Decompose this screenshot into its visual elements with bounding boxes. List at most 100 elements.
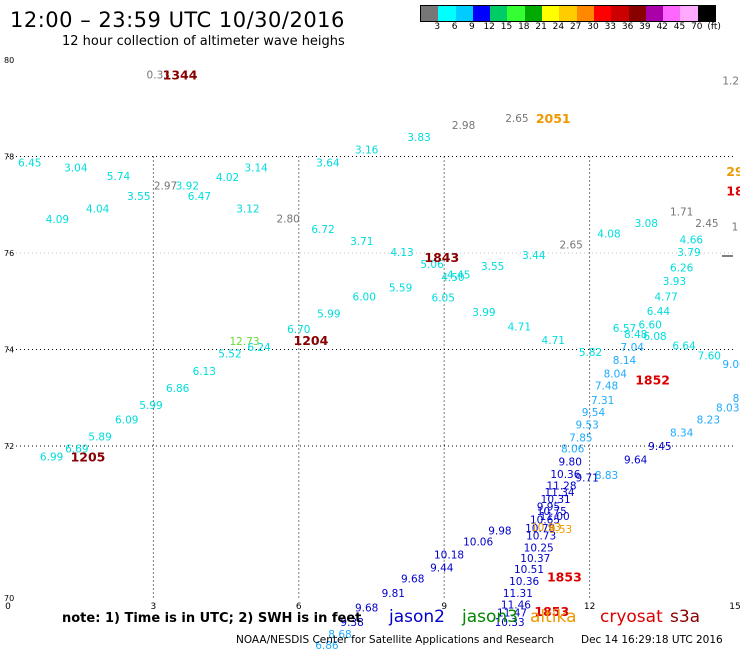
legend-cryosat: cryosat (600, 607, 663, 627)
track-time-label: 1205 (71, 450, 106, 465)
color-swatch (593, 6, 612, 21)
wave-height-label: 8.03 (716, 402, 739, 414)
track-time-label: 1204 (294, 333, 329, 348)
wave-height-label: 8.83 (595, 470, 618, 482)
track-time-label: 1853 (547, 569, 582, 584)
wave-height-label: 10.36 (550, 469, 580, 481)
wave-height-label: 10.18 (434, 550, 464, 562)
color-scale-label: 27 (569, 22, 582, 32)
color-swatch (576, 6, 594, 21)
color-swatch (663, 6, 681, 21)
wave-height-label: 9.53 (549, 524, 572, 536)
track-time-label: 1843 (424, 250, 459, 265)
wave-height-label: 6.24 (247, 342, 271, 354)
wave-height-label: 0.33 (147, 69, 170, 81)
wave-height-label: 5.99 (139, 400, 162, 412)
wave-height-label: 4.09 (46, 214, 69, 226)
wave-height-label: 5.52 (218, 348, 241, 360)
wave-height-label: 6.86 (315, 640, 339, 650)
y-tick-label: 78 (4, 153, 14, 162)
wave-height-label: 3.12 (236, 204, 259, 216)
wave-height-label: 5.89 (88, 431, 111, 443)
wave-height-label: 4.50 (441, 272, 464, 284)
wave-height-label: 9.44 (430, 563, 454, 575)
wave-height-label: 6.69 (65, 443, 88, 455)
wave-height-label: 6.99 (40, 452, 63, 464)
track-time-label: 1853 (534, 604, 569, 619)
color-swatch (559, 6, 577, 21)
wave-height-label: 4.02 (216, 172, 239, 184)
wave-height-label: 10.78 (525, 523, 555, 535)
wave-height-label: 3.16 (355, 144, 379, 156)
wave-height-label: 9.71 (575, 472, 598, 484)
wave-height-label: 9.64 (624, 455, 648, 467)
track-time-label: 29 (726, 164, 740, 179)
track-time-label: 2051 (536, 111, 571, 126)
color-scale-bar (420, 5, 717, 22)
wave-height-label: 10.51 (514, 564, 544, 576)
color-scale-label: (ft) (707, 22, 721, 32)
color-scale-label: 42 (656, 22, 668, 32)
wave-height-label: 3.79 (677, 247, 700, 259)
wave-height-label: 3.44 (522, 250, 546, 262)
color-scale-labels: 3 6 9 12 15 18 21 24 27 30 33 36 39 42 45 70 (ft) (420, 22, 740, 34)
color-swatch (455, 6, 473, 21)
wave-height-label: 3.92 (176, 180, 199, 192)
wave-height-label: 4.13 (390, 247, 413, 259)
color-swatch (507, 6, 525, 21)
wave-height-label: 7.85 (569, 432, 592, 444)
wave-height-label: 10.75 (537, 506, 567, 518)
wave-height-label: 10.06 (463, 537, 493, 549)
wave-height-label: 9.06 (722, 359, 740, 371)
color-scale-label: 21 (535, 22, 547, 32)
track-time-label: 18 (726, 183, 740, 198)
color-swatch (542, 6, 560, 21)
wave-height-label: 8.68 (328, 629, 351, 641)
wave-height-label: 11.00 (540, 511, 570, 523)
wave-height-label: 3.64 (316, 157, 340, 169)
lat-lon-grid (8, 156, 735, 598)
wave-height-label: 6.57 (613, 323, 636, 335)
color-scale-label: 30 (587, 22, 599, 32)
color-scale-label: 15 (500, 22, 513, 32)
color-swatch (490, 6, 508, 21)
wave-height-label: 7.04 (621, 342, 645, 354)
map-title: 12:00 – 23:59 UTC 10/30/2016 (10, 8, 345, 32)
wave-height-label: 9.45 (648, 441, 671, 453)
legend-altika: altika (530, 607, 577, 627)
wave-height-label: 5.59 (389, 283, 412, 295)
color-scale-label: 6 (451, 22, 458, 32)
wave-height-label: 8.14 (613, 355, 637, 367)
wave-height-label: 6.45 (18, 157, 41, 169)
wave-height-label: 2.97 (154, 180, 177, 192)
color-swatch (421, 6, 439, 21)
wave-height-label: 8.04 (604, 369, 628, 381)
wave-height-label: 11.47 (497, 607, 527, 619)
y-tick-label: 74 (4, 346, 14, 355)
x-tick-label: 0 (5, 602, 11, 612)
color-swatch (611, 6, 629, 21)
wave-height-label: 8.06 (561, 443, 585, 455)
color-swatch (680, 6, 698, 21)
wave-height-label: 2.65 (505, 113, 528, 125)
wave-height-label: 10.37 (520, 553, 550, 565)
wave-height-label: 10.31 (541, 494, 571, 506)
wave-height-label: 4.45 (447, 270, 470, 282)
wave-height-label: 2.65 (559, 239, 582, 251)
color-swatch (524, 6, 543, 21)
wave-height-label: 6.26 (670, 262, 694, 274)
wave-height-label: 11.31 (503, 588, 533, 600)
wave-height-label: 9.53 (575, 419, 598, 431)
wave-height-label: 7.31 (591, 395, 614, 407)
wave-height-label: 6.05 (432, 292, 455, 304)
axis-tick-labels: 0 3 6 9 12 15 80 78 76 74 72 70 (4, 56, 740, 612)
wave-height-label: 6.86 (166, 383, 190, 395)
wave-height-label: 4.08 (597, 229, 620, 241)
wave-height-label: 8.48 (624, 329, 647, 341)
wave-height-label: 11.34 (545, 487, 575, 499)
wave-height-label: 4.77 (654, 291, 677, 303)
wave-height-label: 4.66 (680, 234, 704, 246)
wave-height-label: 6.60 (638, 319, 661, 331)
